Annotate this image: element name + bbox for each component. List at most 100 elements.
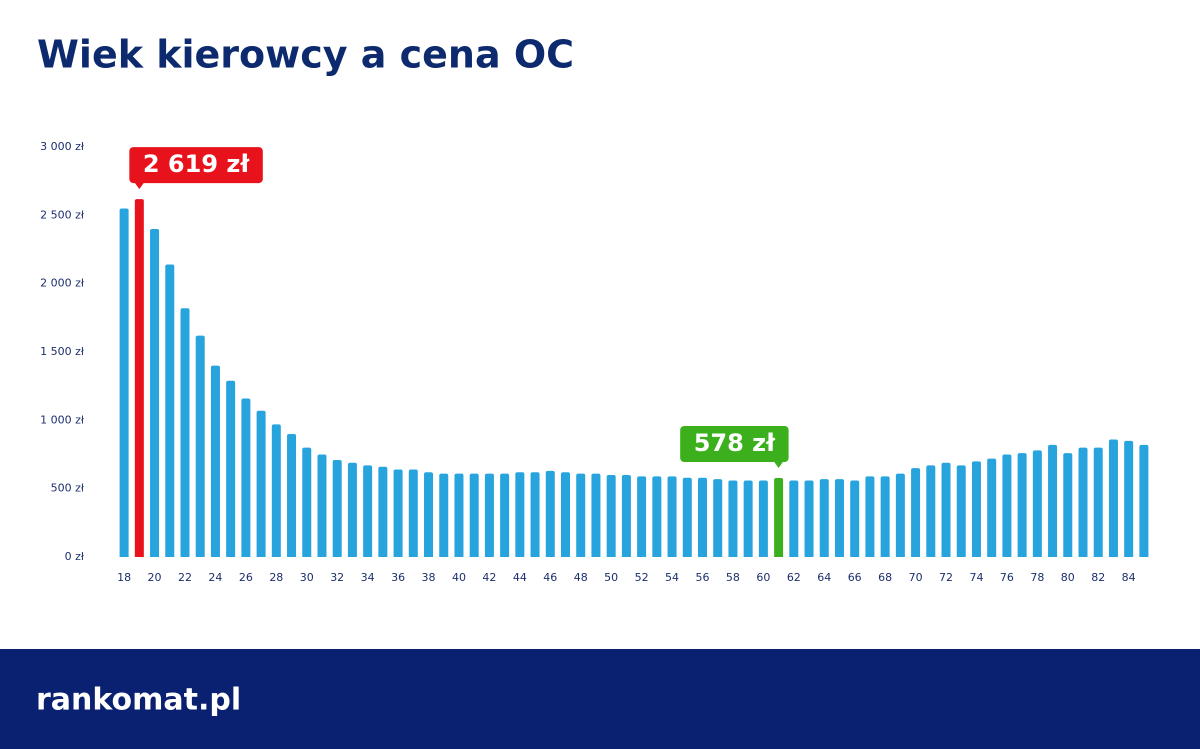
bar bbox=[439, 473, 449, 557]
bar bbox=[758, 480, 768, 557]
bar bbox=[1063, 453, 1073, 557]
bar bbox=[667, 476, 677, 557]
y-tick-label: 0 zł bbox=[65, 550, 85, 563]
x-tick-label: 84 bbox=[1122, 571, 1136, 584]
bar bbox=[241, 398, 251, 557]
x-tick-label: 18 bbox=[117, 571, 131, 584]
bar bbox=[332, 459, 342, 557]
x-tick-label: 34 bbox=[361, 571, 375, 584]
bar bbox=[150, 229, 160, 557]
bar bbox=[1093, 447, 1103, 557]
bar bbox=[956, 465, 966, 557]
bar bbox=[408, 469, 418, 557]
bar bbox=[911, 468, 921, 557]
value-label-box bbox=[680, 426, 789, 469]
bar bbox=[1078, 447, 1088, 557]
bar bbox=[1002, 454, 1012, 557]
bar bbox=[347, 462, 357, 557]
bar bbox=[469, 473, 479, 557]
bar bbox=[865, 476, 875, 557]
bar bbox=[195, 335, 205, 557]
x-tick-label: 32 bbox=[330, 571, 344, 584]
y-tick-label: 1 500 zł bbox=[40, 345, 85, 358]
bar bbox=[880, 476, 890, 557]
bar bbox=[393, 469, 403, 557]
bar bbox=[895, 473, 905, 557]
bar bbox=[971, 461, 981, 557]
x-tick-label: 64 bbox=[817, 571, 831, 584]
bar bbox=[804, 480, 814, 557]
y-tick-label: 2 000 zł bbox=[40, 277, 85, 290]
x-tick-label: 72 bbox=[939, 571, 953, 584]
x-tick-label: 50 bbox=[604, 571, 618, 584]
bar bbox=[1124, 440, 1134, 557]
bar bbox=[1017, 453, 1027, 557]
bar bbox=[713, 479, 723, 557]
bar bbox=[165, 264, 175, 557]
bar bbox=[561, 472, 571, 557]
bar bbox=[743, 480, 753, 557]
y-tick-label: 2 500 zł bbox=[40, 208, 85, 221]
x-tick-label: 38 bbox=[422, 571, 436, 584]
x-tick-label: 46 bbox=[543, 571, 557, 584]
bar bbox=[819, 479, 829, 557]
x-tick-label: 56 bbox=[695, 571, 709, 584]
chart-title: Wiek kierowcy a cena OC bbox=[37, 33, 574, 77]
bar bbox=[545, 470, 555, 557]
bar bbox=[728, 480, 738, 557]
y-tick-label: 3 000 zł bbox=[40, 140, 85, 153]
bar bbox=[317, 454, 327, 557]
x-tick-label: 26 bbox=[239, 571, 253, 584]
bar bbox=[424, 472, 434, 557]
bar bbox=[119, 208, 129, 557]
x-tick-label: 70 bbox=[909, 571, 923, 584]
bar bbox=[834, 479, 844, 557]
bar bbox=[271, 424, 281, 557]
bar bbox=[1139, 444, 1149, 557]
x-tick-label: 66 bbox=[848, 571, 862, 584]
bar bbox=[652, 476, 662, 557]
x-tick-label: 82 bbox=[1091, 571, 1105, 584]
bar bbox=[484, 473, 494, 557]
x-tick-label: 24 bbox=[208, 571, 222, 584]
value-label-box bbox=[129, 147, 263, 190]
x-tick-label: 74 bbox=[969, 571, 983, 584]
bar bbox=[591, 473, 601, 557]
bar bbox=[1048, 444, 1058, 557]
bar bbox=[134, 199, 144, 557]
bar bbox=[941, 462, 951, 557]
bar bbox=[637, 476, 647, 557]
x-tick-label: 36 bbox=[391, 571, 405, 584]
x-tick-label: 58 bbox=[726, 571, 740, 584]
x-tick-label: 78 bbox=[1030, 571, 1044, 584]
y-tick-label: 500 zł bbox=[51, 482, 85, 495]
bar bbox=[454, 473, 464, 557]
x-tick-label: 52 bbox=[635, 571, 649, 584]
bar bbox=[500, 473, 510, 557]
bar bbox=[515, 472, 525, 557]
x-tick-label: 40 bbox=[452, 571, 466, 584]
bar bbox=[302, 447, 312, 557]
x-tick-label: 60 bbox=[756, 571, 770, 584]
bar bbox=[378, 466, 388, 557]
bar bbox=[180, 308, 190, 557]
x-tick-label: 30 bbox=[300, 571, 314, 584]
bar bbox=[606, 475, 616, 557]
bar bbox=[789, 480, 799, 557]
value-label: 578 zł bbox=[694, 429, 776, 457]
x-tick-label: 22 bbox=[178, 571, 192, 584]
bar bbox=[576, 473, 586, 557]
x-tick-label: 20 bbox=[148, 571, 162, 584]
bar bbox=[987, 458, 997, 557]
x-tick-label: 44 bbox=[513, 571, 527, 584]
bar bbox=[621, 475, 631, 557]
bar bbox=[363, 465, 373, 557]
bar bbox=[1032, 450, 1042, 557]
bar bbox=[697, 477, 707, 557]
x-tick-label: 68 bbox=[878, 571, 892, 584]
x-tick-label: 28 bbox=[269, 571, 283, 584]
bar bbox=[226, 380, 236, 557]
footer bbox=[0, 649, 1200, 749]
x-tick-label: 54 bbox=[665, 571, 679, 584]
